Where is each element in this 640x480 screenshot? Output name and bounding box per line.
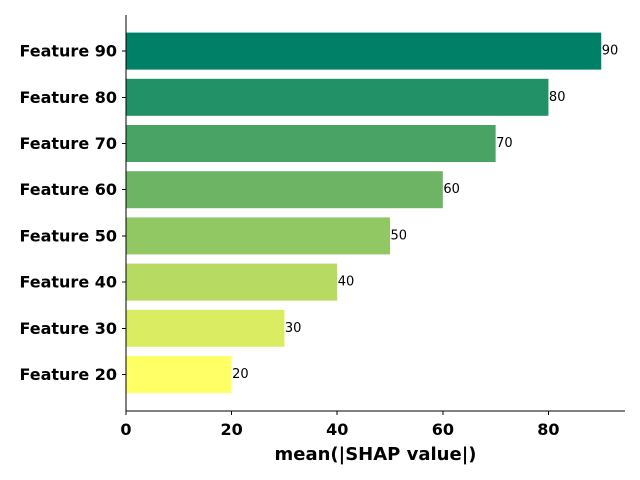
bar-value-label: 60 [443,182,460,197]
y-tick-label: Feature 90 [19,42,117,61]
bar [126,78,549,116]
x-tick-label: 60 [432,420,454,439]
bar-value-label: 70 [496,136,513,151]
y-tick-label: Feature 40 [19,273,117,292]
bar [126,263,338,301]
bar-value-label: 40 [338,275,355,290]
bar [126,356,232,393]
y-tick-label: Feature 70 [19,134,117,153]
bar-value-label: 50 [391,228,408,243]
bar [126,32,602,70]
bar-value-label: 80 [549,90,566,105]
y-tick-label: Feature 60 [19,180,117,199]
y-tick-label: Feature 80 [19,88,117,107]
x-tick-label: 40 [326,420,348,439]
bar [126,309,285,347]
bar-value-label: 90 [602,44,619,59]
y-axis: Feature 90 Feature 80 Feature 70 Feature 60… [19,42,126,384]
x-tick-label: 20 [220,420,242,439]
x-tick-label: 80 [537,420,559,439]
y-tick-label: Feature 20 [19,365,117,384]
data-labels-group: 90 80 70 60 50 40 30 20 [232,44,618,382]
bar [126,217,391,255]
y-tick-label: Feature 50 [19,226,117,245]
bar-value-label: 30 [285,321,302,336]
bar-value-label: 20 [232,367,249,382]
bars-group [126,32,602,393]
y-tick-label: Feature 30 [19,319,117,338]
x-axis: 0 20 40 60 80 [120,411,560,439]
x-tick-label: 0 [120,420,131,439]
x-axis-title: mean(|SHAP value|) [274,444,476,465]
bar [126,125,496,162]
bar [126,171,443,209]
